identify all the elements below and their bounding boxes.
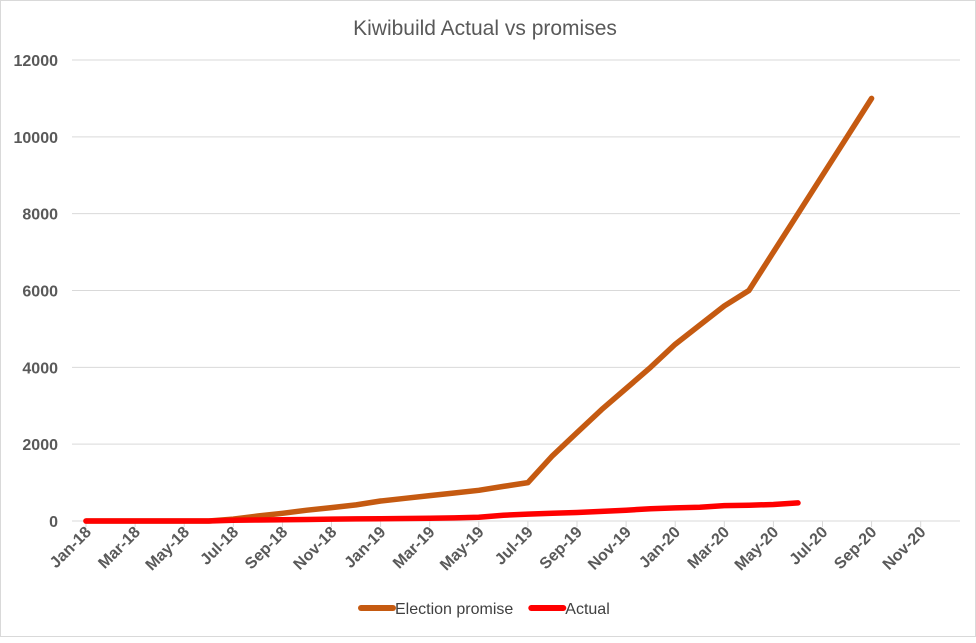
x-tick-label: Mar-18 <box>95 524 144 573</box>
x-tick-label: Sep-20 <box>831 524 880 573</box>
x-tick-label: May-19 <box>437 524 487 574</box>
x-tick-label: Sep-19 <box>537 524 586 573</box>
legend-label: Election promise <box>395 601 513 618</box>
x-tick-label: Jan-19 <box>342 524 390 572</box>
y-tick-label: 10000 <box>14 130 59 147</box>
y-axis: 0 2000 4000 6000 8000 10000 12000 <box>14 53 59 531</box>
x-tick-label: Nov-18 <box>291 524 341 574</box>
x-tick-label: Jul-18 <box>197 524 242 569</box>
y-tick-label: 0 <box>49 514 58 531</box>
x-tick-label: May-20 <box>732 524 782 574</box>
x-tick-label: Mar-19 <box>390 524 439 573</box>
series-line-actual <box>83 500 801 524</box>
legend: Election promise Actual <box>358 601 610 618</box>
x-tick-label: Sep-18 <box>242 524 291 573</box>
y-tick-label: 2000 <box>22 437 58 454</box>
series-line-election-promise <box>83 95 875 524</box>
x-tick-label: Jul-20 <box>787 524 832 569</box>
gridlines <box>72 59 960 522</box>
x-tick-label: Jul-19 <box>492 524 537 569</box>
x-tick-label: Jan-20 <box>636 524 684 572</box>
y-tick-label: 8000 <box>22 207 58 224</box>
x-tick-label: May-18 <box>143 524 193 574</box>
y-tick-label: 4000 <box>22 360 58 377</box>
x-tick-label: Nov-20 <box>880 524 930 574</box>
y-tick-label: 12000 <box>14 53 59 70</box>
x-tick-label: Nov-19 <box>585 524 635 574</box>
y-tick-label: 6000 <box>22 284 58 301</box>
series-lines <box>83 95 875 524</box>
x-tick-label: Mar-20 <box>685 524 734 573</box>
legend-label: Actual <box>565 601 609 618</box>
chart-title: Kiwibuild Actual vs promises <box>353 17 617 40</box>
